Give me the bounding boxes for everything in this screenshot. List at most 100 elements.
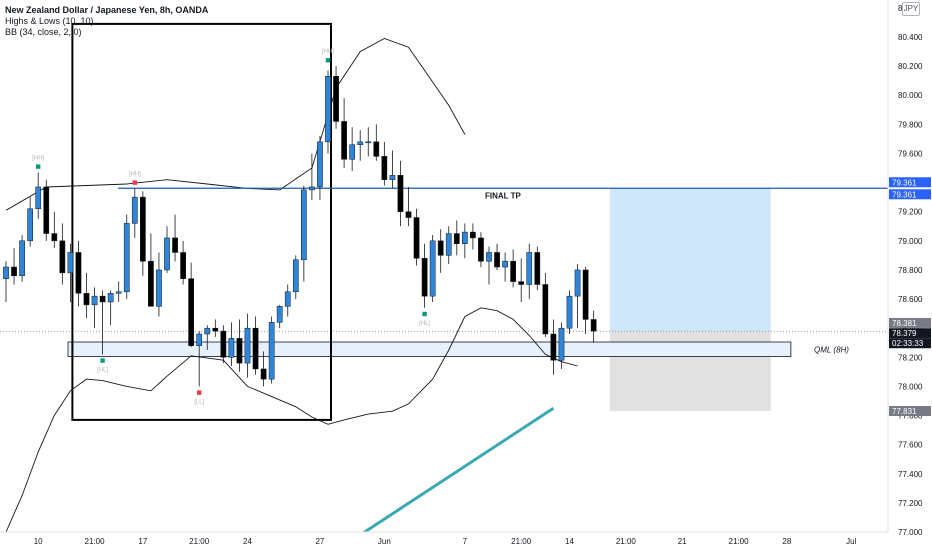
candle[interactable]: [196, 331, 203, 387]
hl-marker-square: [197, 390, 202, 395]
candle[interactable]: [518, 258, 525, 302]
candle[interactable]: [236, 319, 243, 372]
candle[interactable]: [486, 246, 492, 285]
candle[interactable]: [590, 310, 597, 343]
candle[interactable]: [397, 160, 404, 227]
candle[interactable]: [260, 351, 267, 387]
candle[interactable]: [140, 191, 146, 276]
candle[interactable]: [75, 240, 82, 307]
price-tag: 79.361: [889, 177, 931, 188]
candle[interactable]: [534, 246, 541, 291]
candle[interactable]: [445, 226, 452, 265]
candle[interactable]: [292, 255, 299, 300]
candle[interactable]: [3, 261, 9, 302]
candle[interactable]: [228, 322, 235, 367]
candle[interactable]: [365, 127, 372, 157]
time-tick: 24: [243, 537, 252, 546]
candle[interactable]: [276, 304, 283, 329]
candle[interactable]: [204, 325, 211, 351]
candle[interactable]: [188, 262, 195, 348]
candle[interactable]: [542, 272, 549, 337]
candle[interactable]: [301, 185, 307, 282]
price-tag: 78.379: [889, 328, 931, 339]
candle[interactable]: [252, 316, 259, 375]
candle[interactable]: [389, 150, 396, 189]
candle[interactable]: [107, 290, 114, 326]
candle[interactable]: [220, 325, 227, 364]
candle[interactable]: [19, 235, 25, 282]
candle[interactable]: [566, 290, 573, 334]
candle[interactable]: [156, 252, 162, 317]
qml-zone: [67, 341, 792, 357]
candle[interactable]: [325, 70, 331, 154]
indicator-highs-lows[interactable]: Highs & Lows (10, 10): [5, 16, 94, 26]
candle[interactable]: [51, 211, 58, 249]
candle-body: [284, 291, 291, 307]
candle[interactable]: [244, 313, 251, 378]
candle[interactable]: [180, 240, 186, 285]
candle[interactable]: [478, 232, 484, 268]
candle[interactable]: [164, 226, 170, 273]
candle[interactable]: [212, 319, 219, 337]
candle[interactable]: [357, 130, 364, 161]
candle[interactable]: [421, 243, 428, 308]
price-tick: 78.000: [898, 382, 923, 391]
indicator-bollinger[interactable]: BB (34, close, 2, 0): [5, 27, 82, 37]
candle[interactable]: [83, 272, 90, 318]
price-tag-bg: [889, 317, 931, 328]
candle-body: [389, 175, 396, 180]
price-tag: 77.831: [889, 406, 931, 417]
candle[interactable]: [172, 214, 178, 262]
candle[interactable]: [453, 220, 460, 256]
candle[interactable]: [502, 252, 508, 282]
candle[interactable]: [526, 243, 533, 300]
candle[interactable]: [373, 124, 380, 161]
candle[interactable]: [309, 153, 315, 201]
candle[interactable]: [550, 319, 557, 375]
candle[interactable]: [115, 281, 122, 302]
trend-line: [361, 406, 555, 532]
price-tag: 02:33:33: [889, 338, 931, 349]
plot-area: [HH] [HL] [HH] [LL] [HL] [HH] FINAL TP QML (8H): [0, 22, 888, 532]
candle[interactable]: [558, 322, 565, 369]
candle[interactable]: [27, 197, 33, 247]
candle[interactable]: [462, 223, 468, 259]
candle[interactable]: [510, 249, 516, 288]
time-tick: Jul: [846, 537, 856, 546]
candle[interactable]: [11, 248, 17, 285]
candle[interactable]: [582, 267, 589, 334]
candle-body: [574, 269, 581, 297]
candle-body: [445, 233, 452, 256]
bb-lower-band: [5, 307, 578, 532]
candle[interactable]: [284, 284, 291, 317]
candle[interactable]: [268, 316, 275, 384]
candle[interactable]: [429, 235, 436, 302]
candle[interactable]: [123, 214, 130, 300]
candle-body: [582, 269, 589, 320]
candle[interactable]: [91, 287, 98, 329]
candle[interactable]: [131, 188, 138, 238]
candle[interactable]: [148, 233, 154, 307]
candle[interactable]: [405, 186, 412, 227]
candle-body: [333, 76, 339, 122]
candle[interactable]: [333, 66, 339, 129]
candle[interactable]: [67, 243, 74, 302]
candle[interactable]: [317, 136, 323, 201]
candle[interactable]: [437, 229, 444, 273]
candle-body: [397, 175, 404, 212]
candle[interactable]: [341, 98, 347, 169]
candle-body: [429, 240, 436, 297]
candle[interactable]: [43, 179, 50, 241]
currency-badge[interactable]: JPY: [902, 2, 920, 16]
candle[interactable]: [381, 141, 388, 186]
time-tick: 14: [565, 537, 574, 546]
candle[interactable]: [99, 290, 106, 355]
candle[interactable]: [413, 208, 420, 266]
candle[interactable]: [494, 243, 500, 270]
candle[interactable]: [470, 223, 476, 250]
candle[interactable]: [574, 264, 581, 329]
candle[interactable]: [35, 172, 42, 219]
candle[interactable]: [349, 127, 355, 171]
candle[interactable]: [59, 223, 66, 285]
